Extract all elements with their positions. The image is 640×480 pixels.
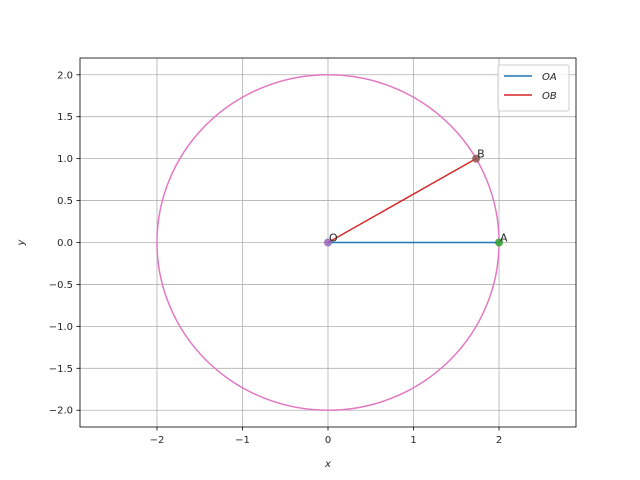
x-tick-label: 1 — [410, 435, 416, 446]
point-b — [472, 154, 481, 163]
point-label-a: A — [500, 232, 508, 245]
y-axis-label: y — [16, 238, 27, 246]
x-tick-label: −1 — [235, 435, 250, 446]
y-tick-label: 0.5 — [57, 196, 73, 207]
x-tick-label: 0 — [325, 435, 331, 446]
y-tick-label: −0.5 — [49, 280, 73, 291]
y-tick-label: 1.5 — [57, 112, 73, 123]
ticks: −2 −1 0 1 2 −2.0 −1.5 −1.0 −0.5 0.0 0.5 1.0 1.5 2.0 — [49, 70, 503, 446]
point-a — [495, 238, 504, 247]
x-tick-label: −2 — [150, 435, 165, 446]
legend-label-oa: OA — [542, 72, 557, 83]
legend: OA OB — [497, 64, 570, 112]
point-label-b: B — [477, 148, 485, 161]
y-tick-label: −2.0 — [49, 406, 73, 417]
point-o — [324, 238, 332, 247]
series-line-ob — [327, 157, 477, 244]
y-tick-label: 0.0 — [57, 238, 73, 249]
x-axis-label: x — [324, 459, 331, 470]
y-tick-label: −1.0 — [49, 322, 73, 333]
x-tick-label: 2 — [496, 435, 502, 446]
y-tick-label: 2.0 — [57, 70, 73, 81]
point-label-o: O — [329, 232, 338, 245]
plot-area: O A B — [156, 74, 508, 411]
y-tick-label: 1.0 — [57, 154, 73, 165]
legend-box — [497, 64, 570, 112]
y-tick-label: −1.5 — [49, 364, 73, 375]
legend-label-ob: OB — [542, 91, 557, 102]
